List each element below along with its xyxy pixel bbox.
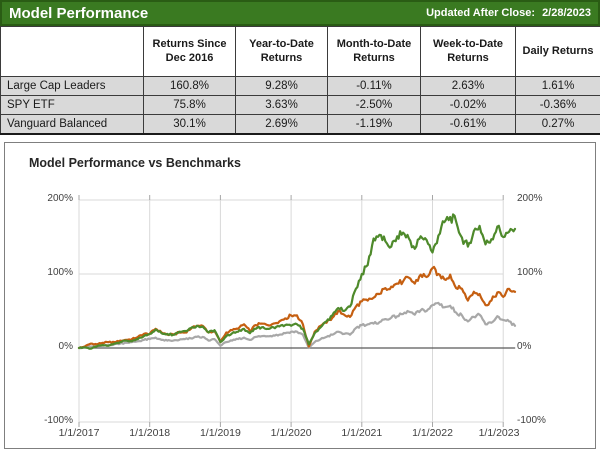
y-axis-label-left-0: 0%: [58, 341, 73, 352]
table-row: SPY ETF 75.8% 3.63% -2.50% -0.02% -0.36%: [0, 95, 600, 115]
column-header-wtd: Week-to-Date Returns: [420, 26, 516, 77]
row-label: SPY ETF: [0, 95, 144, 115]
cell-value: -0.61%: [420, 114, 516, 134]
performance-table: Returns Since Dec 2016 Year-to-Date Retu…: [0, 26, 600, 135]
cell-value: 2.63%: [420, 76, 516, 96]
cell-value: -0.02%: [420, 95, 516, 115]
y-axis-label-right-0: 0%: [517, 341, 532, 352]
table-row: Vanguard Balanced 30.1% 2.69% -1.19% -0.…: [0, 114, 600, 134]
column-header-mtd: Month-to-Date Returns: [327, 26, 421, 77]
updated-after-close: Updated After Close: 2/28/2023: [426, 7, 591, 19]
x-axis-label-2018: 1/1/2018: [129, 427, 171, 439]
row-label: Large Cap Leaders: [0, 76, 144, 96]
table-row: Large Cap Leaders 160.8% 9.28% -0.11% 2.…: [0, 76, 600, 96]
updated-label: Updated After Close:: [426, 7, 536, 19]
cell-value: 160.8%: [143, 76, 236, 96]
series-line-spy-etf: [77, 265, 517, 350]
column-header-daily: Daily Returns: [515, 26, 600, 77]
x-axis-label-2020: 1/1/2020: [270, 427, 312, 439]
x-axis-label-2022: 1/1/2022: [412, 427, 453, 439]
row-label: Vanguard Balanced: [0, 114, 144, 134]
cell-value: 30.1%: [143, 114, 236, 134]
cell-value: 1.61%: [515, 76, 600, 96]
cell-value: 9.28%: [235, 76, 328, 96]
column-header-blank: [0, 26, 144, 77]
cell-value: -0.36%: [515, 95, 600, 115]
header-bar: Model Performance Updated After Close: 2/…: [0, 0, 600, 26]
cell-value: 2.69%: [235, 114, 328, 134]
cell-value: -2.50%: [327, 95, 421, 115]
y-axis-label-left-200: 200%: [47, 193, 73, 204]
y-axis-label-left-100: 100%: [47, 267, 73, 278]
column-header-since-dec-2016: Returns Since Dec 2016: [143, 26, 236, 77]
cell-value: -1.19%: [327, 114, 421, 134]
series-line-large-cap-leaders: [77, 213, 517, 350]
x-axis-label-2023: 1/1/2023: [478, 427, 520, 439]
performance-line-chart: [77, 195, 517, 427]
y-axis-label-left-neg100: -100%: [44, 415, 73, 426]
x-axis-label-2019: 1/1/2019: [199, 427, 241, 439]
page-title: Model Performance: [9, 4, 149, 22]
x-axis-label-2021: 1/1/2021: [341, 427, 383, 439]
cell-value: 75.8%: [143, 95, 236, 115]
cell-value: 0.27%: [515, 114, 600, 134]
updated-date: 2/28/2023: [542, 7, 591, 19]
chart-title: Model Performance vs Benchmarks: [29, 156, 241, 170]
y-axis-label-right-100: 100%: [517, 267, 543, 278]
cell-value: -0.11%: [327, 76, 421, 96]
y-axis-label-right-neg100: -100%: [517, 415, 546, 426]
x-axis-label-2017: 1/1/2017: [58, 427, 100, 439]
y-axis-label-right-200: 200%: [517, 193, 543, 204]
chart-panel: Model Performance vs Benchmarks 200% 100…: [4, 142, 596, 449]
table-header-row: Returns Since Dec 2016 Year-to-Date Retu…: [0, 26, 600, 77]
series-line-vanguard-balanced: [77, 301, 517, 350]
cell-value: 3.63%: [235, 95, 328, 115]
column-header-ytd: Year-to-Date Returns: [235, 26, 328, 77]
